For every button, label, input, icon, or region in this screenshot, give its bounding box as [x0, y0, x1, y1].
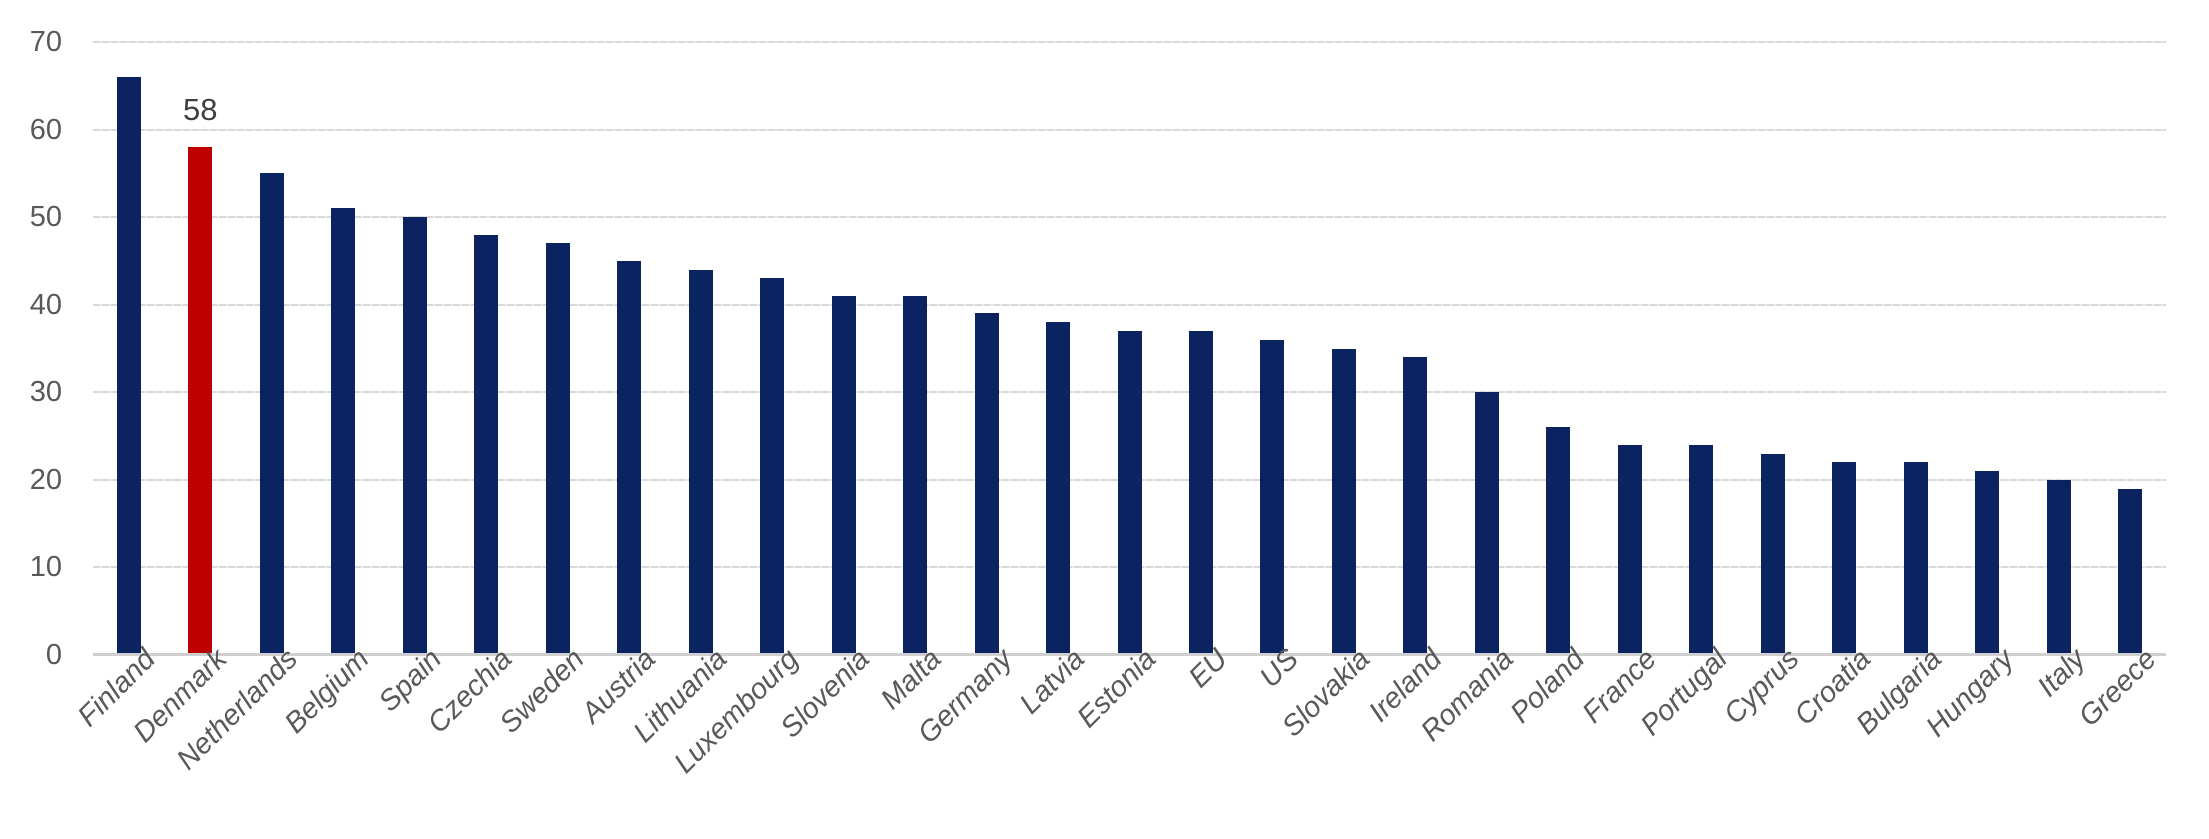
y-axis-tick-label-70: 70 — [29, 26, 62, 58]
gridline-40 — [93, 303, 2166, 306]
bar-romania — [1474, 392, 1499, 655]
bar-czechia — [474, 234, 499, 655]
y-axis-tick-label-40: 40 — [29, 288, 62, 321]
bar-austria — [617, 260, 642, 655]
bar-eu — [1188, 331, 1213, 655]
bar-cyprus — [1760, 453, 1785, 655]
bar-finland — [116, 77, 141, 655]
bar-croatia — [1832, 462, 1857, 655]
bar-greece — [2118, 488, 2143, 655]
bar-france — [1617, 444, 1642, 655]
x-axis-label-text: Cyprus — [1717, 643, 1806, 731]
x-axis-line — [93, 653, 2166, 656]
bar-germany — [974, 313, 999, 655]
gridline-50 — [93, 216, 2166, 219]
bar-us — [1260, 339, 1285, 655]
bar-ireland — [1403, 357, 1428, 655]
y-axis-tick-label-10: 10 — [29, 551, 62, 584]
x-axis-label-text: Estonia — [1071, 643, 1163, 735]
bar-hungary — [1975, 471, 2000, 655]
bar-belgium — [331, 208, 356, 655]
bar-netherlands — [259, 173, 284, 655]
y-axis-tick-label-60: 60 — [29, 113, 62, 146]
y-axis-tick-label-20: 20 — [29, 463, 62, 496]
bar-poland — [1546, 427, 1571, 655]
bar-slovenia — [831, 295, 856, 655]
bar-luxembourg — [760, 278, 785, 655]
bar-malta — [903, 295, 928, 655]
bar-spain — [402, 217, 427, 655]
plot-area: 58 — [93, 41, 2166, 656]
y-axis-tick-labels: 0 10 20 30 40 50 60 70 — [0, 26, 62, 671]
bar-latvia — [1046, 322, 1071, 655]
y-axis-tick-label-30: 30 — [29, 376, 62, 409]
y-axis-tick-label-0: 0 — [45, 639, 62, 671]
bar-sweden — [545, 243, 570, 655]
bar-italy — [2046, 479, 2071, 655]
bar-bulgaria — [1903, 462, 1928, 655]
gridline-70 — [93, 41, 2166, 43]
gridline-60 — [93, 128, 2166, 131]
bar-denmark — [188, 147, 213, 655]
data-label-denmark: 58 — [182, 92, 218, 128]
bar-portugal — [1689, 444, 1714, 655]
bar-lithuania — [688, 269, 713, 655]
bar-slovakia — [1331, 348, 1356, 655]
y-axis-tick-label-50: 50 — [29, 201, 62, 234]
x-axis-label-text: Greece — [2072, 643, 2163, 733]
bar-estonia — [1117, 331, 1142, 655]
